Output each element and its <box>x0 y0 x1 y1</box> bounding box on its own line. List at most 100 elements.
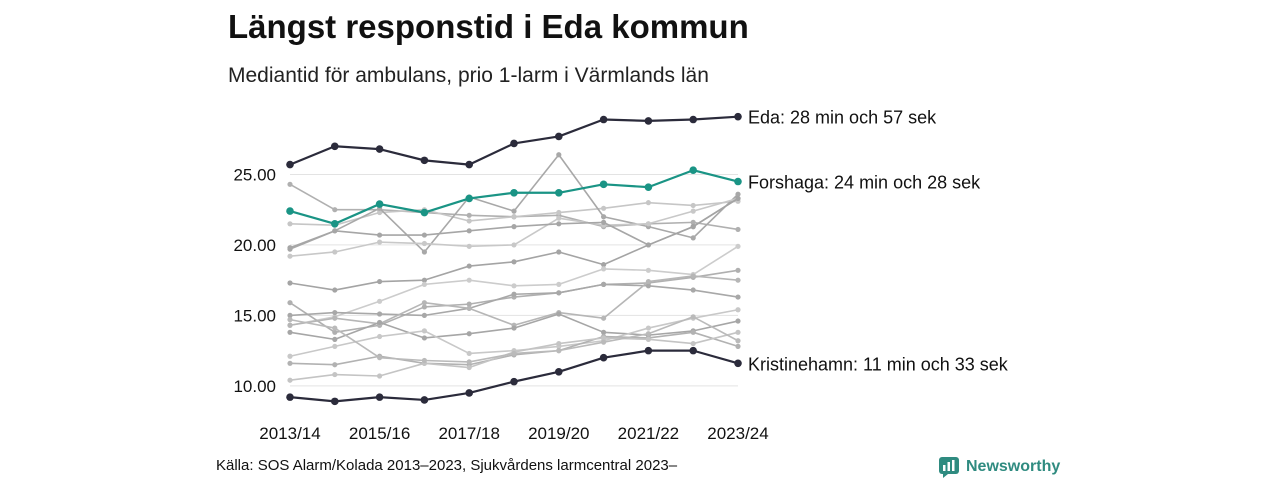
data-point <box>690 314 696 320</box>
data-point <box>690 273 696 279</box>
data-point <box>466 364 472 371</box>
data-point <box>556 249 562 255</box>
data-point <box>331 397 339 406</box>
data-point <box>287 322 293 328</box>
data-point <box>511 259 517 265</box>
data-point <box>599 115 608 124</box>
data-point <box>690 329 696 335</box>
data-point <box>645 267 652 273</box>
data-point <box>689 346 697 355</box>
data-point <box>287 312 293 318</box>
data-point <box>466 212 472 218</box>
data-point <box>332 371 338 378</box>
y-tick-label: 10.00 <box>233 377 276 396</box>
data-point <box>287 377 293 383</box>
data-point <box>377 209 383 216</box>
data-point <box>287 360 293 366</box>
data-point <box>601 219 607 225</box>
data-point <box>421 335 427 341</box>
data-point <box>735 277 741 283</box>
newsworthy-logo-icon <box>939 457 959 478</box>
data-point <box>511 291 517 297</box>
data-point <box>644 117 653 125</box>
data-point <box>556 215 562 221</box>
data-point <box>420 396 429 404</box>
data-point <box>556 340 562 347</box>
data-point <box>466 263 472 269</box>
data-point <box>690 235 696 241</box>
x-tick-label: 2017/18 <box>438 424 499 443</box>
x-tick-label: 2019/20 <box>528 424 589 443</box>
data-point <box>511 325 517 331</box>
data-point <box>466 301 472 307</box>
data-point <box>377 239 383 245</box>
data-point <box>332 228 338 234</box>
data-point <box>511 283 517 289</box>
source-note: Källa: SOS Alarm/Kolada 2013–2023, Sjukv… <box>216 457 678 474</box>
data-point <box>735 243 741 249</box>
data-point <box>421 277 427 283</box>
data-point <box>420 208 429 217</box>
data-point <box>466 243 472 249</box>
data-point <box>645 200 652 206</box>
data-point <box>601 329 607 335</box>
data-point <box>645 278 652 285</box>
data-point <box>734 112 742 121</box>
data-point <box>331 219 339 228</box>
data-point <box>645 221 652 227</box>
series-label-forshaga: Forshaga: 24 min och 28 sek <box>748 173 981 193</box>
data-point <box>332 329 338 335</box>
data-point <box>601 262 607 268</box>
data-point <box>375 200 384 208</box>
brand-logo[interactable]: Newsworthy <box>938 456 1060 478</box>
data-point <box>556 311 562 317</box>
data-point <box>556 290 562 296</box>
data-point <box>645 331 652 337</box>
data-point <box>556 281 562 287</box>
data-point <box>645 336 652 342</box>
data-point <box>735 338 741 344</box>
data-point <box>735 329 741 335</box>
data-point <box>421 240 427 247</box>
series-label-kristinehamn: Kristinehamn: 11 min och 33 sek <box>748 354 1009 374</box>
x-tick-label: 2013/14 <box>259 424 320 443</box>
highlighted-series <box>286 112 742 406</box>
data-point <box>645 242 652 248</box>
data-point <box>601 335 607 341</box>
data-point <box>332 362 338 368</box>
data-point <box>601 315 607 321</box>
series-labels: Eda: 28 min och 57 sek Forshaga: 24 min o… <box>748 108 1009 375</box>
data-point <box>645 283 652 289</box>
data-point <box>734 177 742 186</box>
data-point <box>332 336 338 342</box>
series-forshaga <box>286 166 742 228</box>
data-point <box>690 202 696 209</box>
background-series-line <box>287 195 741 293</box>
data-point <box>555 188 563 197</box>
data-point <box>690 208 696 214</box>
data-point <box>599 353 608 362</box>
data-point <box>465 160 474 169</box>
data-point <box>556 348 562 354</box>
brand-name: Newsworthy <box>966 458 1061 475</box>
data-point <box>735 226 741 233</box>
series-line <box>289 283 739 317</box>
data-point <box>287 221 293 227</box>
background-series-line <box>287 311 741 342</box>
data-point <box>421 304 427 310</box>
data-point <box>377 333 383 340</box>
data-point <box>690 287 696 293</box>
data-point <box>421 232 427 238</box>
x-axis-labels: 2013/14 2015/16 2017/18 2019/20 2021/22 2023/… <box>259 424 768 443</box>
data-point <box>735 191 741 197</box>
data-point <box>555 367 563 376</box>
data-point <box>287 300 293 306</box>
data-point <box>601 214 607 220</box>
data-point <box>466 331 472 337</box>
data-point <box>465 194 474 203</box>
data-point <box>735 294 741 300</box>
data-point <box>511 208 517 214</box>
x-tick-label: 2021/22 <box>618 424 679 443</box>
data-point <box>287 329 293 335</box>
